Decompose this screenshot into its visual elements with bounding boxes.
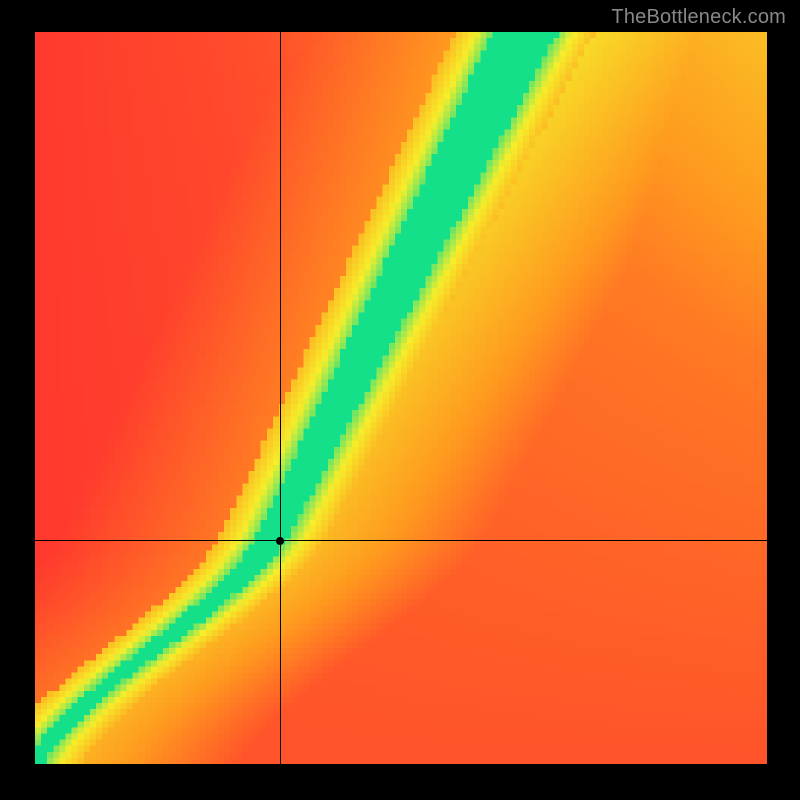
chart-container: TheBottleneck.com bbox=[0, 0, 800, 800]
crosshair-horizontal bbox=[35, 540, 767, 541]
crosshair-vertical bbox=[280, 32, 281, 764]
crosshair-dot bbox=[276, 537, 284, 545]
heatmap-plot bbox=[35, 32, 767, 764]
watermark-text: TheBottleneck.com bbox=[611, 6, 786, 29]
